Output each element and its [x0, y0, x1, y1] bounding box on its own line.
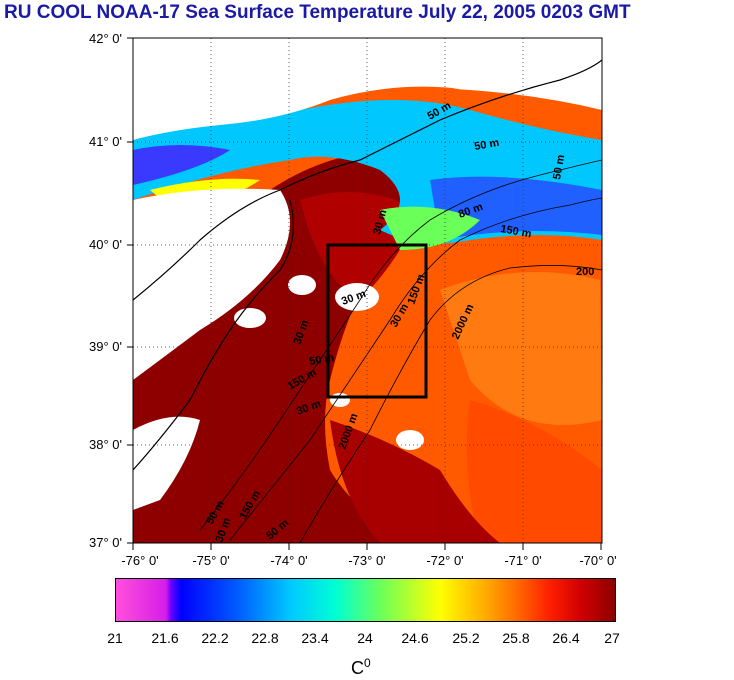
latitude-label: 40° 0': [89, 237, 122, 252]
latitude-label: 41° 0': [89, 134, 122, 149]
sst-imagery: [133, 38, 602, 543]
longitude-label: -70° 0': [579, 553, 617, 568]
colorbar-tick: 26.4: [552, 630, 580, 646]
graticule: [133, 38, 602, 543]
colorbar-unit: C0: [351, 656, 371, 679]
colorbar-tick: 24.6: [401, 630, 429, 646]
unit-superscript: 0: [364, 656, 371, 670]
colorbar-tick: 22.2: [201, 630, 229, 646]
colorbar-tick: 25.8: [502, 630, 530, 646]
contour-label: 50 m: [308, 352, 335, 368]
contour-label: 50 m: [551, 154, 567, 181]
longitude-label: -76° 0': [121, 553, 159, 568]
study-area-box: [326, 243, 428, 399]
page-title: RU COOL NOAA-17 Sea Surface Temperature …: [4, 2, 631, 23]
colorbar-tick: 23.4: [301, 630, 329, 646]
colorbar-tick: 27: [604, 630, 620, 646]
colorbar-tick: 21: [107, 630, 123, 646]
longitude-label: -74° 0': [270, 553, 308, 568]
longitude-label: -71° 0': [504, 553, 542, 568]
axis-ticks: [127, 37, 602, 550]
unit-letter: C: [351, 658, 364, 678]
colorbar-tick: 24: [357, 630, 373, 646]
latitude-label: 39° 0': [89, 339, 122, 354]
longitude-label: -75° 0': [192, 553, 230, 568]
colorbar-tick: 25.2: [452, 630, 480, 646]
contour-label: 50 m: [473, 137, 500, 153]
latitude-label: 42° 0': [89, 31, 122, 46]
colorbar-tick: 21.6: [151, 630, 179, 646]
longitude-label: -73° 0': [348, 553, 386, 568]
colorbar-tick: 22.8: [251, 630, 279, 646]
latitude-label: 38° 0': [89, 437, 122, 452]
contour-label: 150 m: [499, 223, 532, 240]
colorbar: [115, 578, 616, 622]
latitude-label: 37° 0': [89, 535, 122, 550]
contour-label: 200: [576, 266, 594, 278]
longitude-label: -72° 0': [426, 553, 464, 568]
